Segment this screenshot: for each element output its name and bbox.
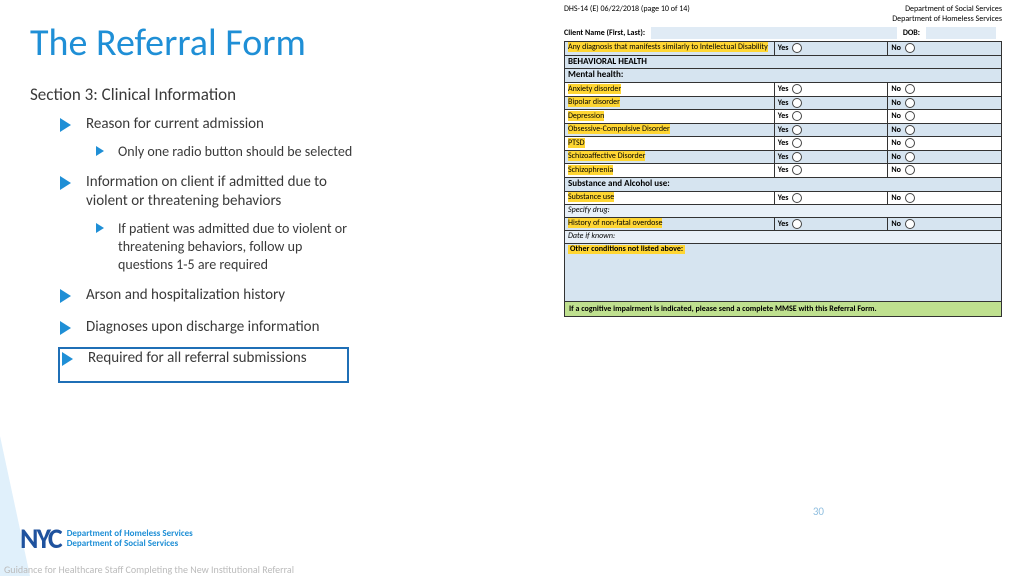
table-row: Depression Yes No bbox=[565, 110, 1002, 124]
radio-icon bbox=[792, 43, 802, 53]
slide: The Referral Form Section 3: Clinical In… bbox=[0, 0, 1024, 576]
footer-caption: Guidance for Healthcare Staff Completing… bbox=[0, 563, 440, 576]
bullet-text: Arson and hospitalization history bbox=[86, 286, 285, 304]
table-row: History of non-fatal overdose Yes No bbox=[565, 217, 1002, 231]
yes-cell[interactable]: Yes bbox=[774, 42, 888, 56]
form-dept: Department of Social Services Department… bbox=[892, 4, 1002, 24]
row-label: Bipolar disorder bbox=[565, 96, 775, 110]
row-label: Obsessive-Compulsive Disorder bbox=[565, 123, 775, 137]
no-cell[interactable]: No bbox=[888, 123, 1002, 137]
table-row: Specify drug: bbox=[565, 205, 1002, 218]
boxed-bullet-frame: Required for all referral submissions bbox=[58, 347, 349, 383]
bullet-item: Required for all referral submissions bbox=[62, 349, 307, 369]
nyc-logo: NYC bbox=[20, 521, 61, 556]
sub-bullet-list: Only one radio button should be selected bbox=[86, 143, 360, 161]
row-label: Anxiety disorder bbox=[565, 83, 775, 97]
no-cell[interactable]: No bbox=[888, 150, 1002, 164]
client-name-row: Client Name (First, Last): DOB: bbox=[564, 27, 1002, 39]
boxed-wrap: Required for all referral submissions bbox=[58, 347, 1024, 383]
table-row: Obsessive-Compulsive Disorder Yes No bbox=[565, 123, 1002, 137]
no-cell[interactable]: No bbox=[888, 191, 1002, 205]
yes-cell[interactable]: Yes bbox=[774, 191, 888, 205]
bullet-item: Reason for current admission Only one ra… bbox=[60, 115, 360, 161]
bullet-text: Reason for current admission bbox=[86, 115, 264, 133]
bullet-text: Diagnoses upon discharge information bbox=[86, 318, 319, 336]
yes-cell[interactable]: Yes bbox=[774, 137, 888, 151]
other-conditions-label: Other conditions not listed above: bbox=[568, 245, 685, 255]
form-screenshot: DHS-14 (E) 06/22/2018 (page 10 of 14) De… bbox=[564, 4, 1002, 317]
row-label: Any diagnosis that manifests similarly t… bbox=[565, 42, 775, 56]
client-name-field[interactable] bbox=[651, 27, 897, 39]
row-label: History of non-fatal overdose bbox=[565, 217, 775, 231]
table-row: Schizoaffective Disorder Yes No bbox=[565, 150, 1002, 164]
bullet-item: Arson and hospitalization history bbox=[60, 286, 360, 306]
table-row: Bipolar disorder Yes No bbox=[565, 96, 1002, 110]
table-row: Any diagnosis that manifests similarly t… bbox=[565, 42, 1002, 56]
table-row: Other conditions not listed above: bbox=[565, 243, 1002, 301]
section-header: Mental health: bbox=[565, 69, 1002, 83]
sub-label[interactable]: Date if known: bbox=[565, 231, 1002, 244]
sub-bullet-item: Only one radio button should be selected bbox=[96, 143, 360, 161]
no-cell[interactable]: No bbox=[888, 164, 1002, 178]
bullet-text: Required for all referral submissions bbox=[88, 349, 307, 367]
sub-bullet-item: If patient was admitted due to violent o… bbox=[96, 220, 360, 275]
footer-logo: NYC Department of Homeless Services Depa… bbox=[20, 521, 193, 556]
dept-text: Department of Homeless Services Departme… bbox=[67, 529, 193, 549]
bullet-text: Information on client if admitted due to… bbox=[86, 173, 327, 211]
row-label: Depression bbox=[565, 110, 775, 124]
bullet-list: Reason for current admission Only one ra… bbox=[0, 115, 360, 337]
row-label: Schizophrenia bbox=[565, 164, 775, 178]
row-label: Substance use bbox=[565, 191, 775, 205]
dob-field[interactable] bbox=[926, 27, 996, 39]
table-row: Date if known: bbox=[565, 231, 1002, 244]
row-label: PTSD bbox=[565, 137, 775, 151]
form-doc-id: DHS-14 (E) 06/22/2018 (page 10 of 14) bbox=[564, 4, 690, 24]
client-name-label: Client Name (First, Last): bbox=[564, 28, 645, 38]
section-header: Substance and Alcohol use: bbox=[565, 177, 1002, 191]
section-header: BEHAVIORAL HEALTH bbox=[565, 55, 1002, 69]
yes-cell[interactable]: Yes bbox=[774, 123, 888, 137]
radio-icon bbox=[905, 43, 915, 53]
table-row: Anxiety disorder Yes No bbox=[565, 83, 1002, 97]
no-cell[interactable]: No bbox=[888, 42, 1002, 56]
yes-cell[interactable]: Yes bbox=[774, 217, 888, 231]
yes-cell[interactable]: Yes bbox=[774, 110, 888, 124]
no-cell[interactable]: No bbox=[888, 137, 1002, 151]
table-row: Mental health: bbox=[565, 69, 1002, 83]
row-label: Schizoaffective Disorder bbox=[565, 150, 775, 164]
dob-label: DOB: bbox=[903, 28, 920, 38]
bullet-item: Diagnoses upon discharge information bbox=[60, 318, 360, 338]
table-row: Substance use Yes No bbox=[565, 191, 1002, 205]
green-note: If a cognitive impairment is indicated, … bbox=[564, 302, 1002, 317]
other-conditions-cell[interactable]: Other conditions not listed above: bbox=[565, 243, 1002, 301]
bullet-item: Information on client if admitted due to… bbox=[60, 173, 360, 275]
table-row: Substance and Alcohol use: bbox=[565, 177, 1002, 191]
sub-bullet-list: If patient was admitted due to violent o… bbox=[86, 220, 360, 275]
page-number: 30 bbox=[813, 505, 824, 518]
table-row: Schizophrenia Yes No bbox=[565, 164, 1002, 178]
no-cell[interactable]: No bbox=[888, 83, 1002, 97]
form-header: DHS-14 (E) 06/22/2018 (page 10 of 14) De… bbox=[564, 4, 1002, 24]
yes-cell[interactable]: Yes bbox=[774, 96, 888, 110]
table-row: PTSD Yes No bbox=[565, 137, 1002, 151]
no-cell[interactable]: No bbox=[888, 96, 1002, 110]
table-row: BEHAVIORAL HEALTH bbox=[565, 55, 1002, 69]
yes-cell[interactable]: Yes bbox=[774, 150, 888, 164]
no-cell[interactable]: No bbox=[888, 217, 1002, 231]
form-table: Any diagnosis that manifests similarly t… bbox=[564, 41, 1002, 302]
yes-cell[interactable]: Yes bbox=[774, 164, 888, 178]
no-cell[interactable]: No bbox=[888, 110, 1002, 124]
yes-cell[interactable]: Yes bbox=[774, 83, 888, 97]
sub-label[interactable]: Specify drug: bbox=[565, 205, 1002, 218]
